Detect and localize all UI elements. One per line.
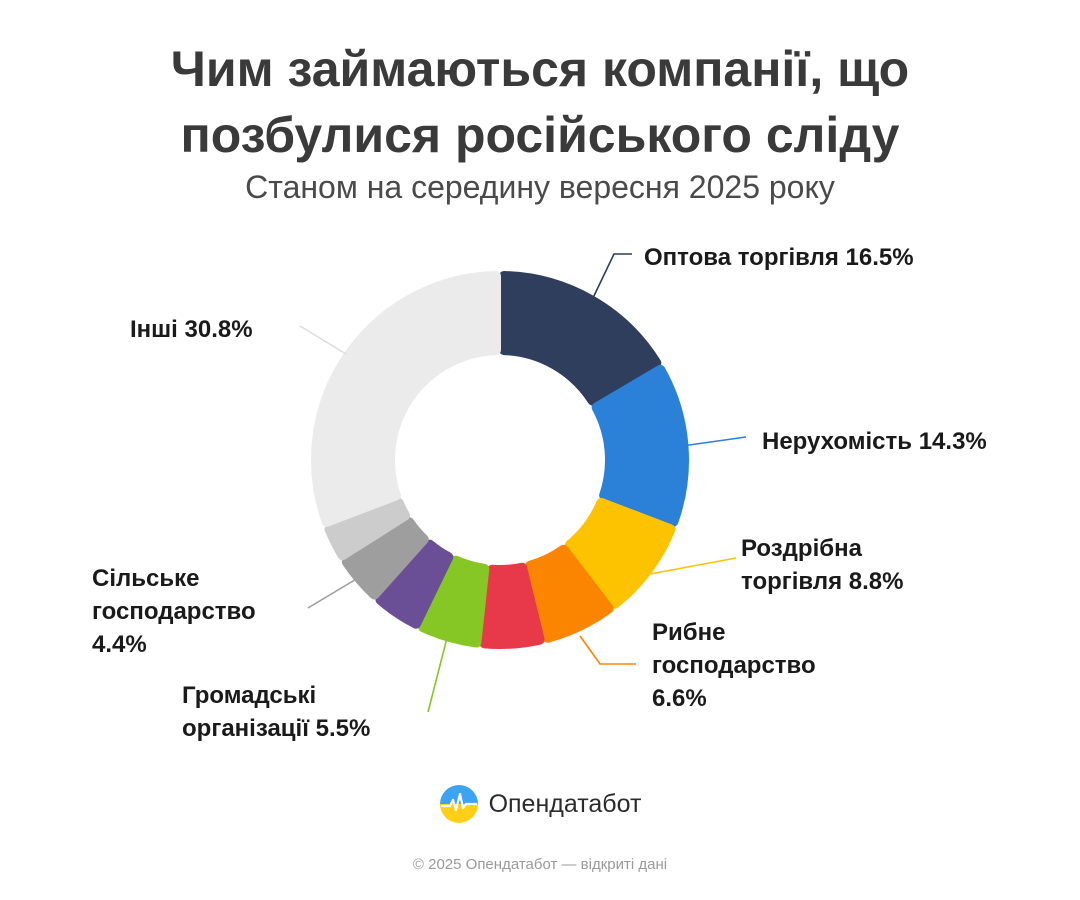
donut-slice-6 bbox=[375, 539, 454, 629]
slice-label-3: Рибне господарство 6.6% bbox=[652, 619, 816, 712]
slice-label-line: Нерухомість 14.3% bbox=[762, 428, 987, 455]
donut-slice-1 bbox=[591, 364, 689, 527]
donut-slice-2 bbox=[565, 497, 676, 609]
leader-line-9 bbox=[299, 325, 347, 355]
slice-label-line: господарство bbox=[652, 652, 816, 679]
slice-label-5: Громадські організації 5.5% bbox=[182, 682, 370, 742]
chart-title-line-2: позбулися російського сліду bbox=[180, 107, 900, 163]
slice-label-line: Інші 30.8% bbox=[130, 316, 253, 343]
slice-label-line: господарство bbox=[92, 598, 256, 625]
slice-label-line: 4.4% bbox=[92, 631, 147, 658]
leader-line-7 bbox=[307, 577, 359, 609]
chart-subtitle: Станом на середину вересня 2025 року bbox=[245, 169, 835, 205]
donut-slice-9 bbox=[311, 271, 502, 527]
slice-label-1: Нерухомість 14.3% bbox=[762, 428, 987, 455]
slice-label-0: Оптова торгівля 16.5% bbox=[644, 244, 914, 271]
leader-line-3 bbox=[579, 635, 636, 665]
leader-line-5 bbox=[427, 637, 448, 713]
donut-slice-7 bbox=[341, 517, 429, 600]
slice-label-line: Оптова торгівля 16.5% bbox=[644, 244, 914, 271]
brand-name: Опендатабот bbox=[488, 789, 642, 818]
chart-title-line-1: Чим займаються компанії, що bbox=[170, 41, 910, 97]
brand: Опендатабот bbox=[0, 782, 1080, 826]
leader-line-1 bbox=[681, 436, 747, 447]
donut-slice-5 bbox=[418, 555, 490, 648]
slice-label-2: Роздрібна торгівля 8.8% bbox=[741, 535, 903, 595]
opendatabot-logo-icon bbox=[439, 785, 478, 823]
donut-slice-3 bbox=[524, 544, 614, 643]
footer-credit: © 2025 Опендатабот — відкриті дані bbox=[412, 856, 668, 873]
slice-label-line: торгівля 8.8% bbox=[741, 568, 903, 595]
donut-slice-0 bbox=[498, 271, 662, 406]
slice-label-line: 6.6% bbox=[652, 685, 707, 712]
leader-line-2 bbox=[649, 557, 737, 575]
leader-line-0 bbox=[591, 253, 632, 301]
slice-label-line: Громадські bbox=[182, 682, 316, 709]
slice-label-9: Інші 30.8% bbox=[130, 316, 253, 343]
slice-label-7: Сільське господарство 4.4% bbox=[92, 565, 256, 658]
donut-slice-8 bbox=[324, 497, 411, 561]
slice-label-line: Роздрібна bbox=[741, 535, 863, 562]
slice-label-line: Сільське bbox=[92, 565, 199, 592]
slice-label-line: Рибне bbox=[652, 619, 725, 646]
donut-slice-4 bbox=[479, 562, 545, 649]
slice-label-line: організації 5.5% bbox=[182, 715, 370, 742]
